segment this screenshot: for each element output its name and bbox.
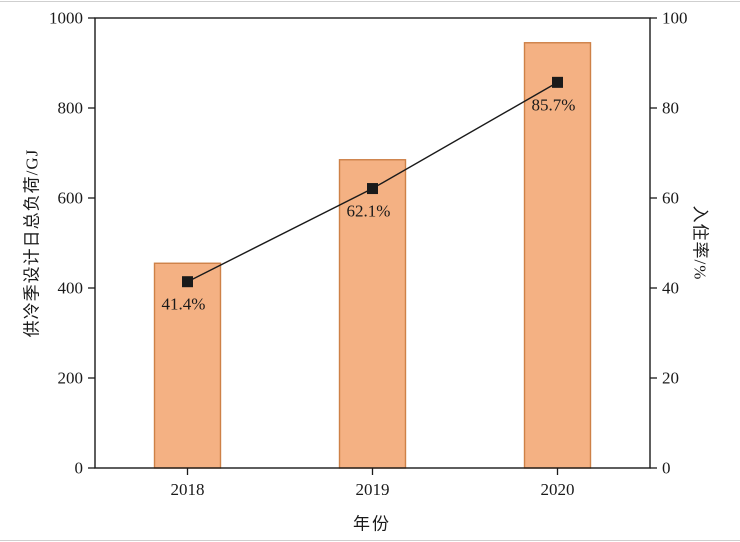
bar-2018 xyxy=(153,262,222,469)
line-marker-2018 xyxy=(182,276,193,288)
x-axis-tick-label: 2018 xyxy=(171,480,205,499)
data-label-2020: 85.7% xyxy=(532,95,576,114)
left-axis-tick-label: 600 xyxy=(58,189,84,208)
line-marker-2019 xyxy=(367,183,378,195)
top-divider-line xyxy=(0,1,740,2)
left-axis-tick-label: 400 xyxy=(58,279,84,298)
data-label-2019: 62.1% xyxy=(347,202,391,221)
x-axis-title: 年份 xyxy=(353,514,391,534)
right-axis-tick-label: 0 xyxy=(662,459,671,478)
right-axis-tick-label: 60 xyxy=(662,189,679,208)
left-axis-title: 供冷季设计日总负荷/GJ xyxy=(22,148,42,338)
left-axis-tick-label: 800 xyxy=(58,99,84,118)
x-axis-tick-label: 2019 xyxy=(356,480,390,499)
x-axis-tick-label: 2020 xyxy=(541,480,575,499)
right-axis-tick-label: 20 xyxy=(662,369,679,388)
right-axis-tick-label: 100 xyxy=(662,9,688,28)
line-marker-2020 xyxy=(552,76,563,88)
right-axis-title: 入住率/% xyxy=(690,205,710,281)
left-axis-tick-label: 0 xyxy=(75,459,84,478)
data-label-2018: 41.4% xyxy=(162,295,206,314)
left-axis-tick-label: 200 xyxy=(58,369,84,388)
bar-2019 xyxy=(338,159,407,469)
bottom-divider-line xyxy=(0,540,740,541)
left-axis-tick-label: 1000 xyxy=(49,9,83,28)
right-axis-tick-label: 80 xyxy=(662,99,679,118)
right-axis-tick-label: 40 xyxy=(662,279,679,298)
